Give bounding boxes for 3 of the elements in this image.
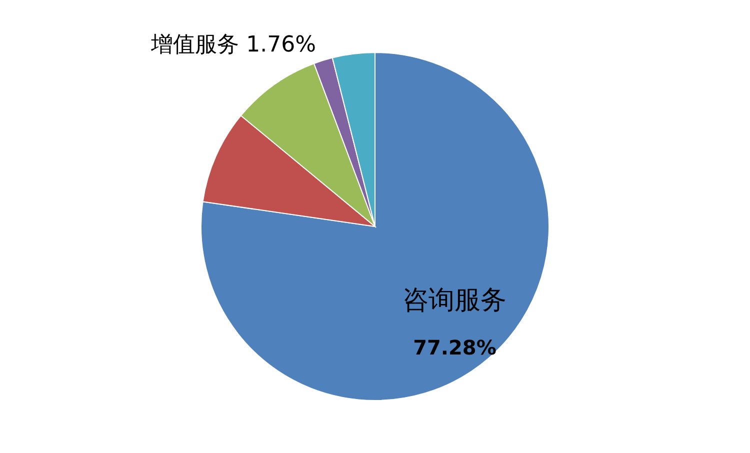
data-label: 77.28% — [413, 336, 496, 360]
slice-label: 咨询服务 — [402, 286, 507, 316]
slice-label: 增值服务 1.76% — [150, 32, 316, 58]
